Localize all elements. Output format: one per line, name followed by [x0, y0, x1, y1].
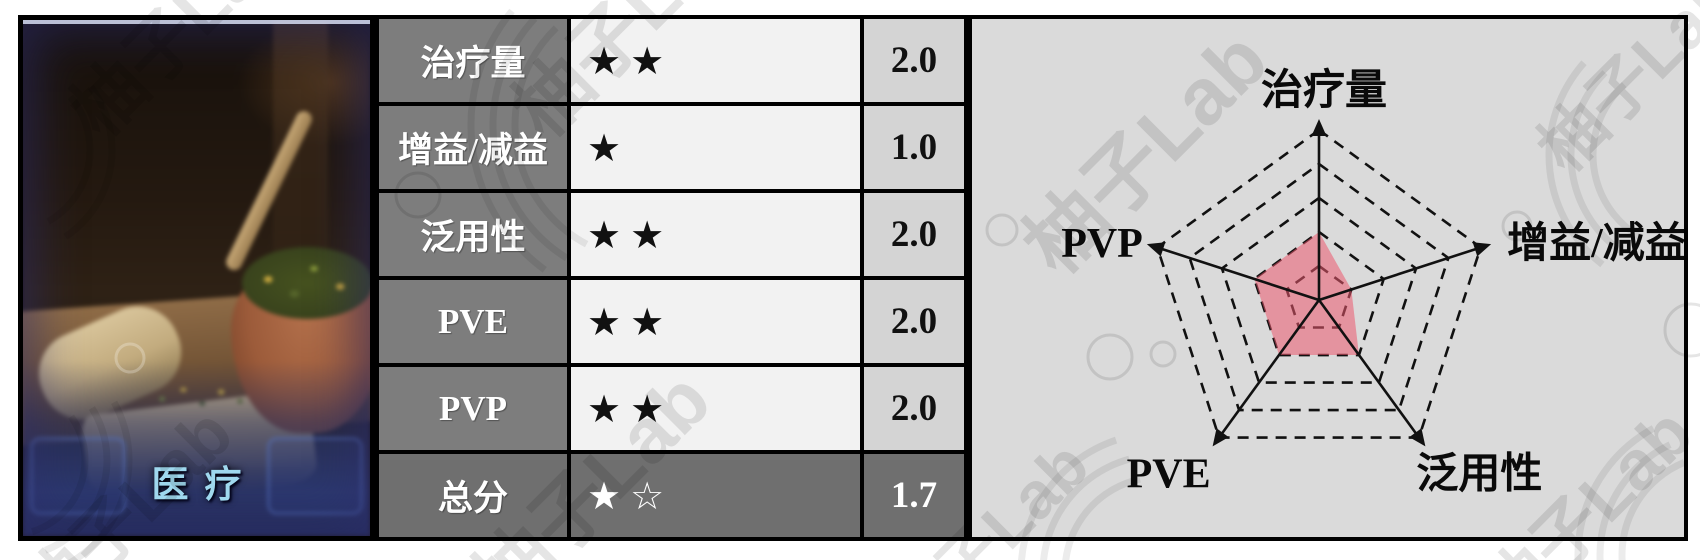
stat-label-cell: 增益/减益 [379, 106, 567, 189]
stat-score-cell: 2.0 [864, 19, 964, 102]
stat-score-cell: 2.0 [864, 367, 964, 450]
svg-text:PVE: PVE [1127, 451, 1211, 497]
stat-stars-cell: ★★ [571, 19, 860, 102]
total-label-cell: 总分 [379, 454, 567, 537]
frame-ornament-left [29, 437, 127, 516]
inner-highlight [23, 20, 370, 24]
rating-table: 治疗量 ★★ 2.0 增益/减益 ★ 1.0 泛用性 ★★ 2.0 PVE ★★… [375, 15, 968, 541]
svg-text:泛用性: 泛用性 [1416, 450, 1542, 497]
bottom-frame-band [23, 360, 370, 536]
herbs-in-bowl [241, 247, 370, 320]
stat-score-cell: 2.0 [864, 280, 964, 363]
stat-stars-cell: ★★ [571, 193, 860, 276]
frame-ornament-right [266, 437, 364, 516]
stat-label-cell: 泛用性 [379, 193, 567, 276]
stat-label-cell: 治疗量 [379, 19, 567, 102]
svg-text:PVP: PVP [1061, 221, 1143, 267]
stat-stars-cell: ★★ [571, 367, 860, 450]
radar-chart-panel: 治疗量增益/减益泛用性 PVE PVP [968, 15, 1688, 541]
stat-score-cell: 1.0 [864, 106, 964, 189]
character-artwork: 医疗 [18, 15, 375, 541]
role-name-label: 医疗 [151, 464, 258, 506]
total-score-cell: 1.7 [864, 454, 964, 537]
stat-stars-cell: ★ [571, 106, 860, 189]
svg-text:治疗量: 治疗量 [1261, 67, 1387, 114]
stat-label-cell: PVE [379, 280, 567, 363]
total-stars-cell: ★☆ [571, 454, 860, 537]
stat-label-cell: PVP [379, 367, 567, 450]
stat-score-cell: 2.0 [864, 193, 964, 276]
svg-text:增益/减益: 增益/减益 [1507, 220, 1684, 267]
stat-stars-cell: ★★ [571, 280, 860, 363]
artwork-scene: 医疗 [23, 20, 370, 536]
